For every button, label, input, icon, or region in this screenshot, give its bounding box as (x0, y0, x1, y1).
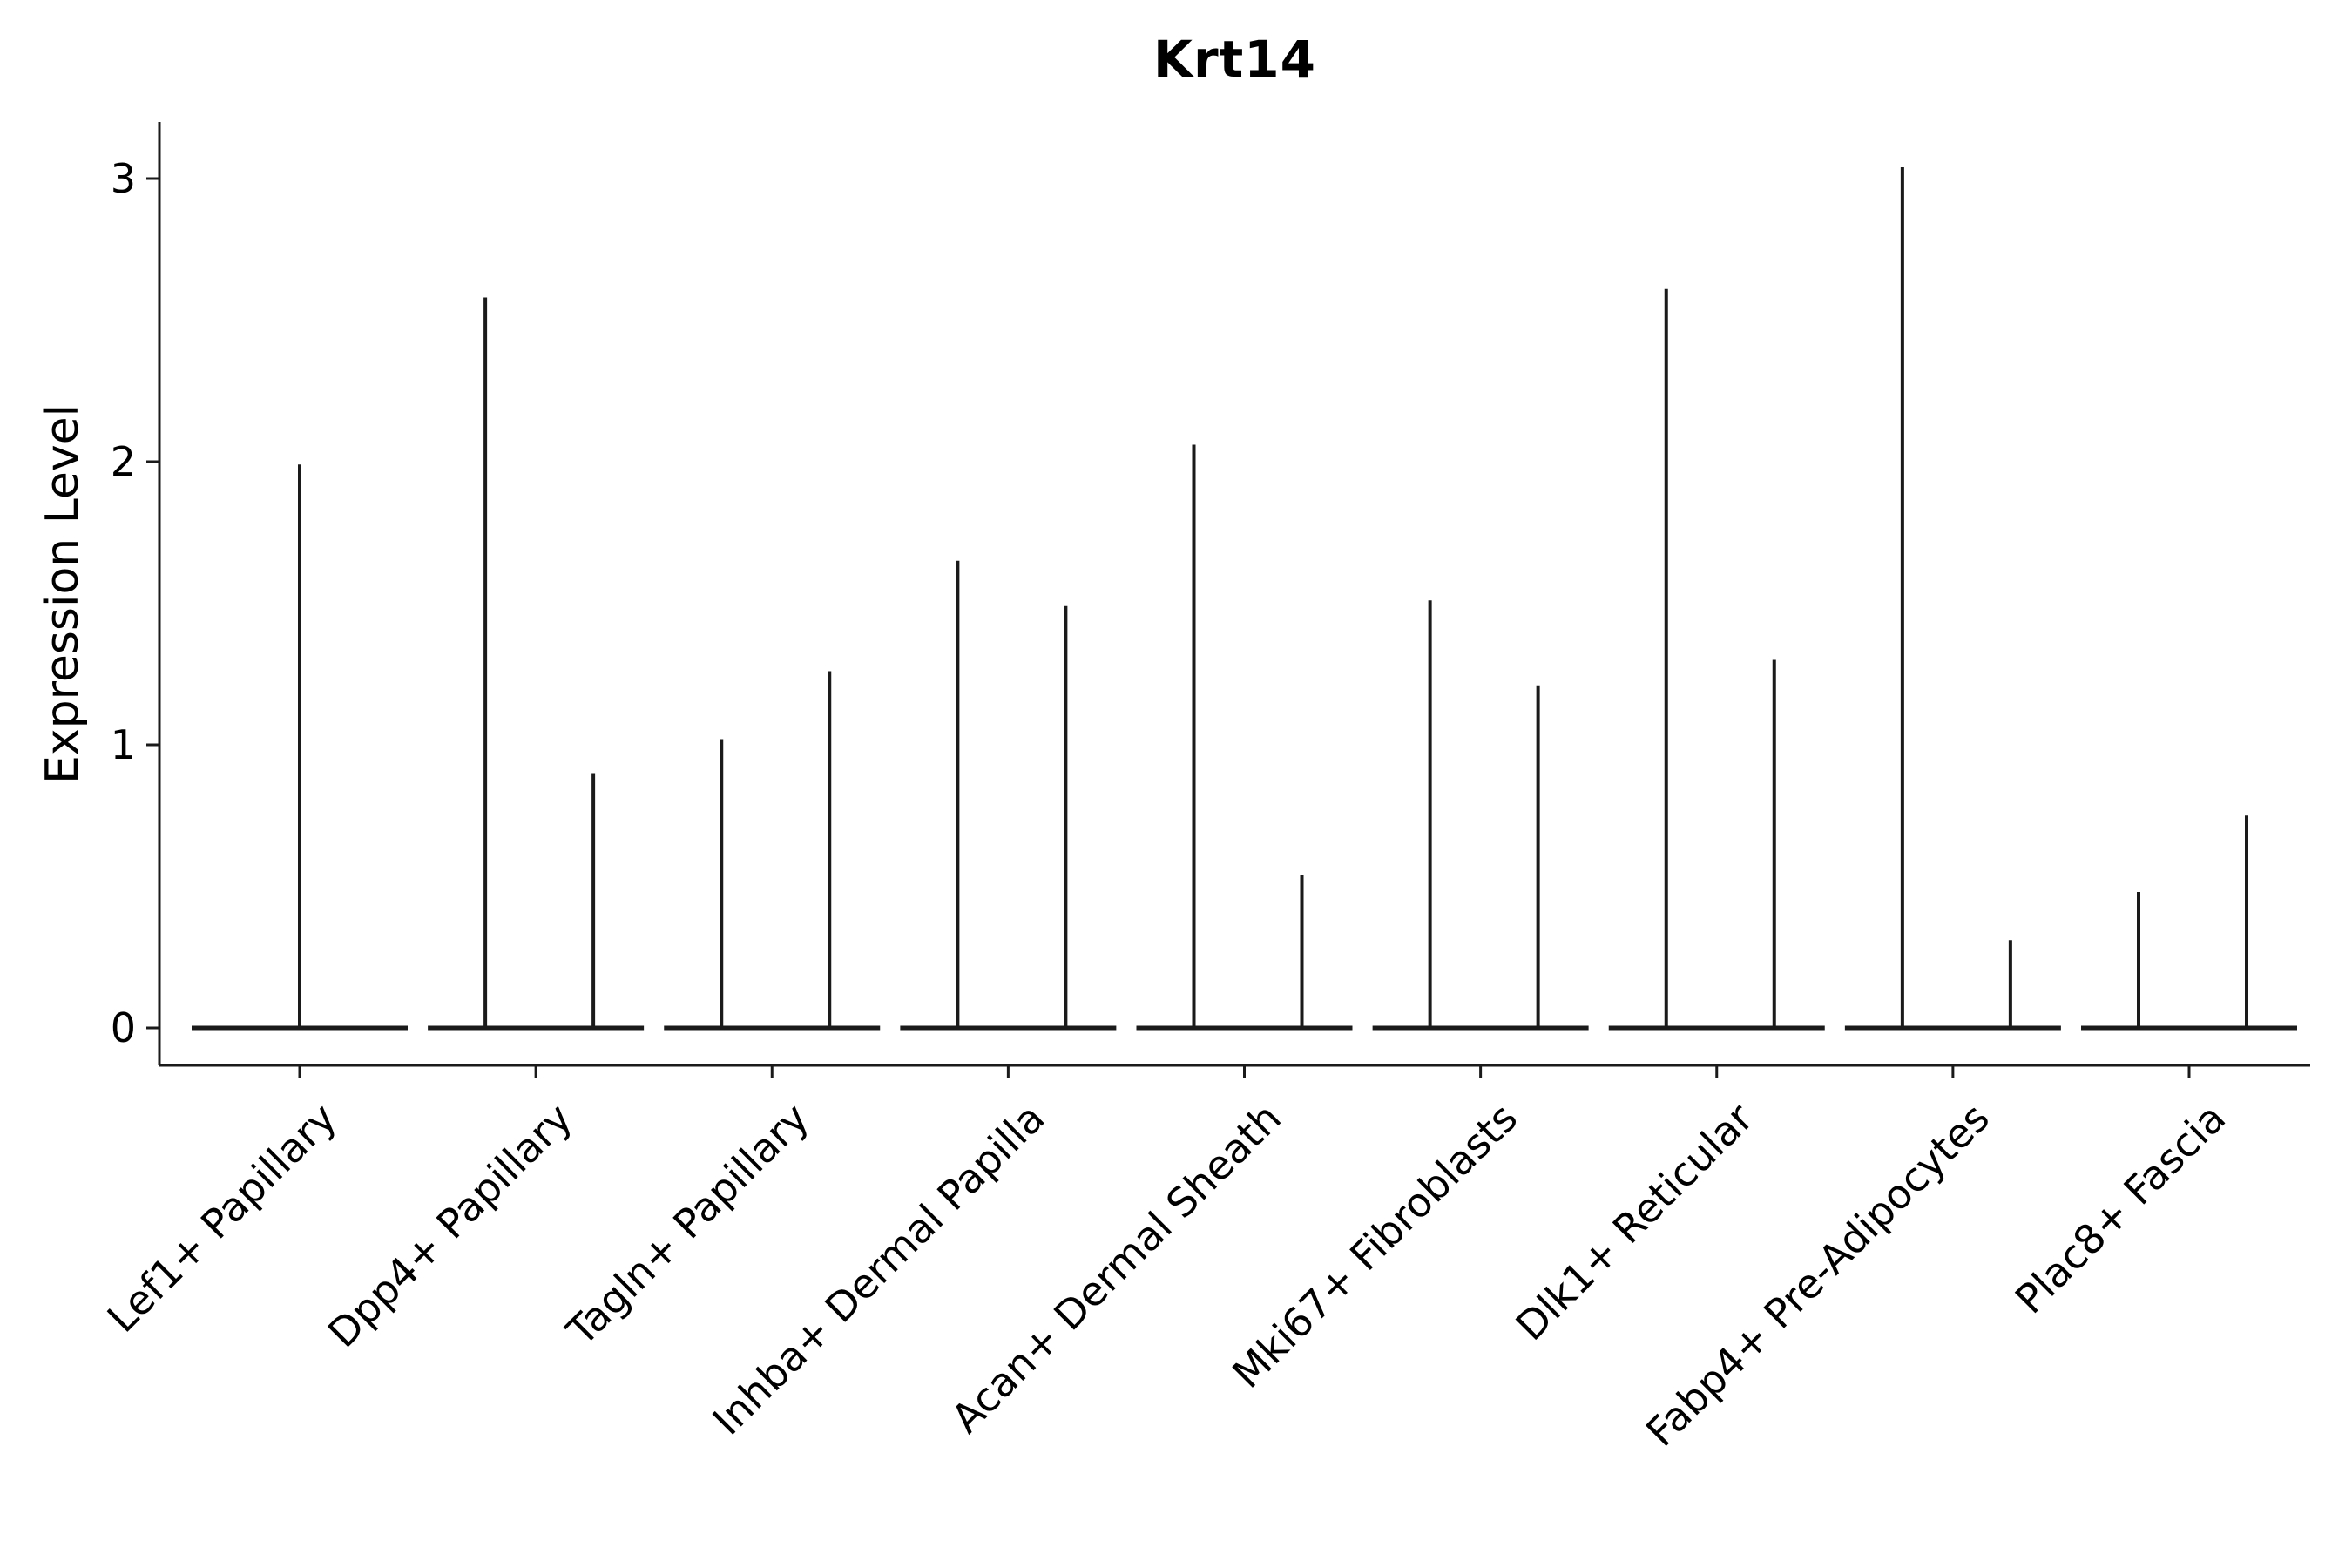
y-tick-label: 3 (111, 155, 136, 202)
y-tick-label: 2 (111, 438, 136, 485)
violin-baseline (664, 1025, 881, 1031)
y-tick-label: 0 (111, 1004, 136, 1051)
x-tick-label: Dpp4+ Papillary (319, 1094, 582, 1357)
violin-baseline (1608, 1025, 1825, 1031)
violin-baseline (2081, 1025, 2297, 1031)
chart-title: Krt14 (1153, 30, 1316, 89)
violin-baseline (1372, 1025, 1589, 1031)
violin-baseline (1136, 1025, 1353, 1031)
y-tick-label: 1 (111, 721, 136, 768)
x-tick-label: Plac8+ Fascia (2005, 1094, 2235, 1323)
x-tick-label: Tagln+ Papillary (557, 1094, 818, 1355)
violin-baseline (1844, 1025, 2061, 1031)
x-tick-label: Dlk1+ Reticular (1506, 1094, 1762, 1350)
x-tick-label: Lef1+ Papillary (98, 1094, 346, 1342)
violin-baseline (900, 1025, 1117, 1031)
violin-baseline (428, 1025, 645, 1031)
